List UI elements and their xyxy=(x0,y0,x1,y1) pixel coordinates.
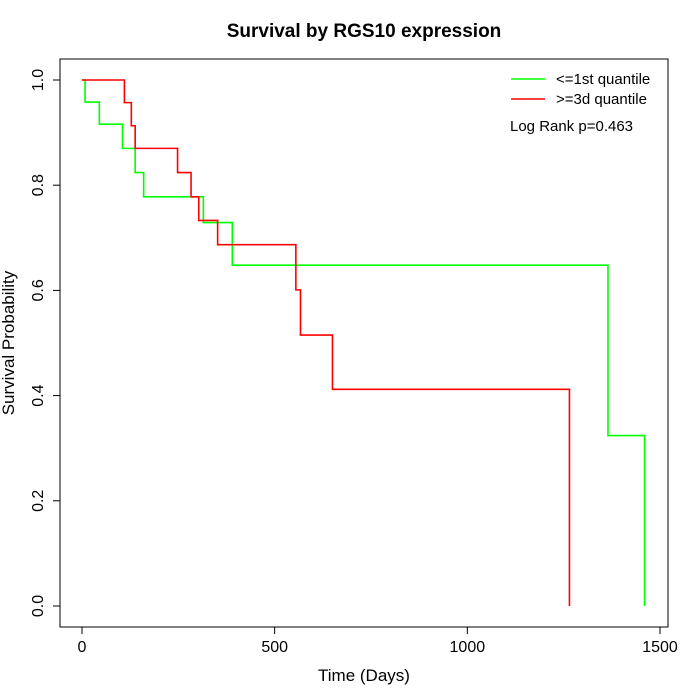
legend-label: <=1st quantile xyxy=(556,71,650,88)
plot-frame xyxy=(59,58,669,628)
chart-title: Survival by RGS10 expression xyxy=(227,21,502,42)
x-tick-label: 1500 xyxy=(642,639,678,656)
y-tick-label: 1.0 xyxy=(30,69,47,91)
y-tick-label: 0.8 xyxy=(30,174,47,196)
y-tick-label: 0.6 xyxy=(30,279,47,301)
series-layer xyxy=(82,79,646,606)
log-rank-annotation: Log Rank p=0.463 xyxy=(510,118,633,135)
series-line-2 xyxy=(82,79,571,606)
x-tick-label: 1000 xyxy=(450,639,486,656)
legend-label: >=3d quantile xyxy=(556,91,647,108)
x-tick-label: 500 xyxy=(261,639,288,656)
x-axis-label: Time (Days) xyxy=(318,666,410,685)
x-axis: 0 500 1000 1500 xyxy=(78,626,678,656)
y-tick-label: 0.2 xyxy=(30,490,47,512)
x-tick-label: 0 xyxy=(78,639,87,656)
legend: <=1st quantile >=3d quantile xyxy=(511,71,650,108)
y-axis-label: Survival Probability xyxy=(0,270,18,415)
series-line-1 xyxy=(82,79,646,606)
y-tick-label: 0.4 xyxy=(30,384,47,406)
y-axis: 0.0 0.2 0.4 0.6 0.8 1.0 xyxy=(30,69,61,617)
y-tick-label: 0.0 xyxy=(30,595,47,617)
